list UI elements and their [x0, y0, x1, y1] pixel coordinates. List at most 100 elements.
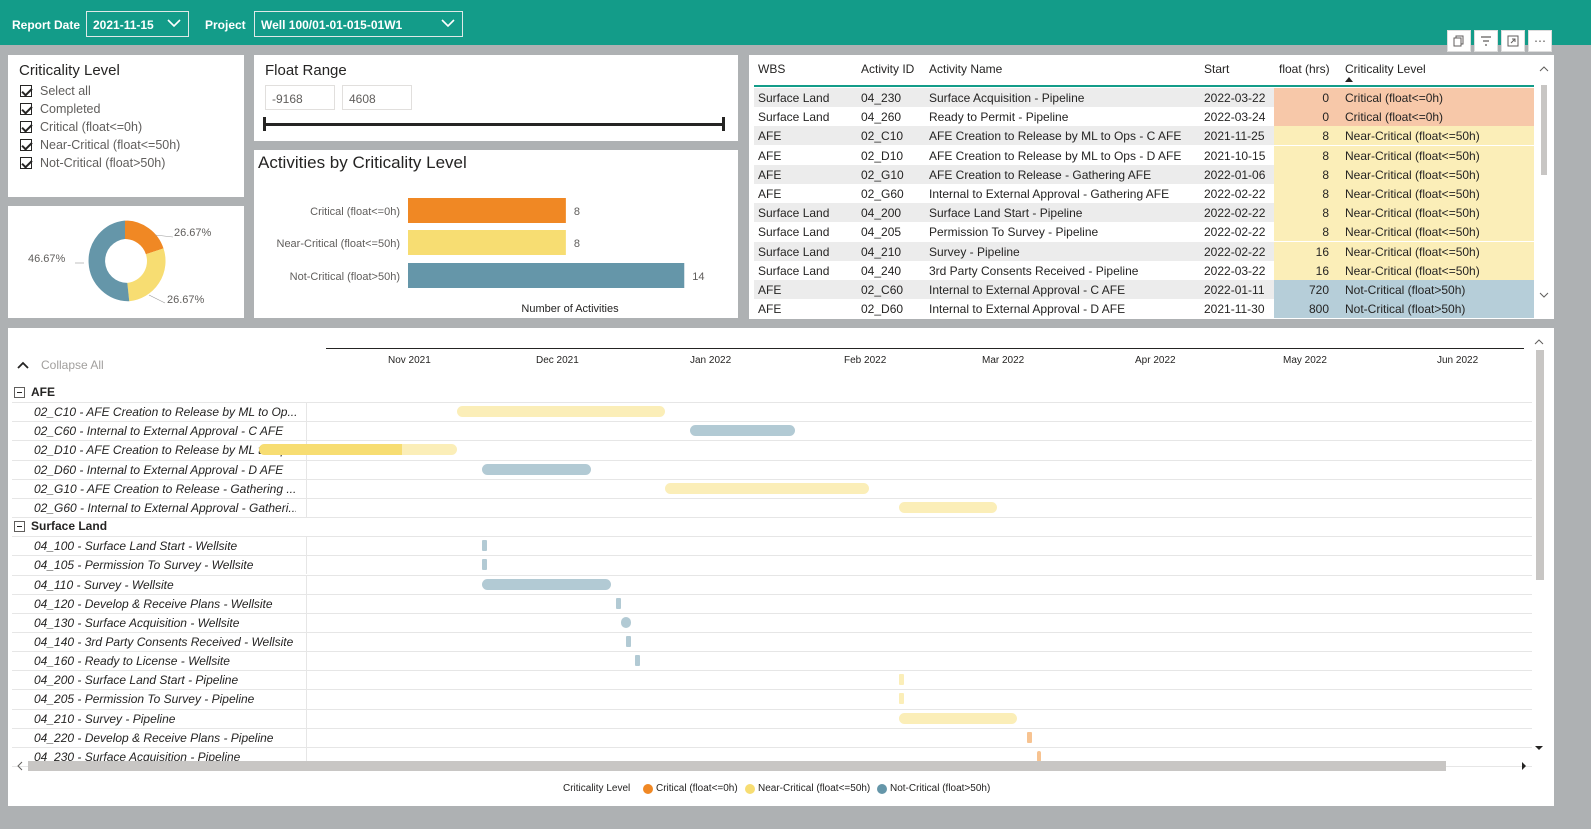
- scroll-up-icon[interactable]: [1539, 65, 1549, 73]
- slicer-option-not-critical[interactable]: Not-Critical (float>50h): [20, 154, 165, 172]
- cell-wbs: Surface Land: [758, 244, 830, 259]
- donut-label-critical: 26.67%: [174, 227, 212, 239]
- scroll-up-icon[interactable]: [1534, 338, 1544, 346]
- table-row[interactable]: Surface Land 04_200 Surface Land Start - P…: [754, 203, 1534, 223]
- project-value: Well 100/01-01-015-01W1: [261, 18, 403, 32]
- cell-criticality: Near-Critical (float<=50h): [1345, 263, 1480, 278]
- table-row[interactable]: AFE 02_C10 AFE Creation to Release by ML t…: [754, 126, 1534, 146]
- slicer-option-near-critical[interactable]: Near-Critical (float<=50h): [20, 136, 180, 154]
- cell-activity-name: AFE Creation to Release by ML to Ops - C…: [929, 129, 1182, 144]
- report-date-dropdown[interactable]: 2021-11-15: [86, 11, 189, 37]
- donut-slice-critical[interactable]: [125, 220, 164, 255]
- cell-float: 8: [1322, 167, 1329, 182]
- more-options-icon[interactable]: ⋯: [1528, 30, 1552, 52]
- criticality-slicer: Criticality Level Select all Completed C…: [8, 55, 244, 197]
- project-dropdown[interactable]: Well 100/01-01-015-01W1: [254, 11, 463, 37]
- cell-start: 2022-02-22: [1204, 206, 1266, 221]
- col-header-criticality[interactable]: Criticality Level: [1345, 62, 1426, 76]
- range-slider-track[interactable]: [265, 123, 725, 126]
- gantt-horizontal-scrollbar[interactable]: [12, 760, 1532, 772]
- legend-title: Criticality Level: [563, 783, 631, 794]
- table-scrollbar[interactable]: [1539, 65, 1549, 305]
- legend-item-not-critical[interactable]: Not-Critical (float>50h): [877, 783, 990, 794]
- table-row[interactable]: AFE 02_D60 Internal to External Approval -…: [754, 299, 1534, 319]
- donut-slice-near-critical[interactable]: [127, 248, 167, 302]
- slicer-option-critical[interactable]: Critical (float<=0h): [20, 118, 142, 136]
- scroll-down-icon[interactable]: [1534, 744, 1544, 752]
- collapse-group-icon[interactable]: [14, 520, 25, 532]
- chevron-up-icon: [17, 361, 29, 369]
- collapse-group-icon[interactable]: [14, 386, 25, 398]
- cell-activity-id: 04_205: [861, 225, 902, 240]
- filter-icon[interactable]: [1474, 30, 1498, 52]
- legend-label: Critical (float<=0h): [656, 783, 738, 794]
- legend-item-near-critical[interactable]: Near-Critical (float<=50h): [745, 783, 870, 794]
- month-label: Apr 2022: [1135, 355, 1176, 366]
- table-row[interactable]: AFE 02_C60 Internal to External Approval -…: [754, 280, 1534, 299]
- criticality-cells: 16 Near-Critical (float<=50h): [1274, 241, 1534, 261]
- v-scroll-thumb[interactable]: [1536, 350, 1544, 580]
- cell-wbs: Surface Land: [758, 206, 830, 221]
- donut-chart: 26.67% 26.67% 46.67%: [28, 219, 212, 306]
- table-row[interactable]: Surface Land 04_230 Surface Acquisition - …: [754, 88, 1534, 107]
- slicer-option-select-all[interactable]: Select all: [20, 82, 91, 100]
- col-header-activity-id[interactable]: Activity ID: [861, 62, 915, 76]
- gantt-group-header[interactable]: Surface Land: [14, 519, 107, 533]
- cell-float: 0: [1322, 110, 1329, 125]
- focus-mode-icon[interactable]: [1501, 30, 1525, 52]
- collapse-all-button[interactable]: Collapse All: [17, 358, 104, 372]
- cell-start: 2022-02-22: [1204, 225, 1266, 240]
- col-header-float[interactable]: float (hrs): [1279, 62, 1330, 76]
- cell-float: 8: [1322, 129, 1329, 144]
- col-header-start[interactable]: Start: [1204, 62, 1230, 76]
- col-header-wbs[interactable]: WBS: [758, 62, 786, 76]
- bar-1[interactable]: [408, 230, 566, 255]
- criticality-cells: 16 Near-Critical (float<=50h): [1274, 260, 1534, 280]
- category-label: Near-Critical (float<=50h): [277, 238, 401, 250]
- bar-0[interactable]: [408, 198, 566, 223]
- checkbox-checked-icon: [20, 121, 32, 133]
- slicer-option-completed[interactable]: Completed: [20, 100, 100, 118]
- range-slider-handle-max[interactable]: [722, 117, 725, 131]
- cell-criticality: Near-Critical (float<=50h): [1345, 225, 1480, 240]
- month-label: May 2022: [1283, 355, 1327, 366]
- gantt-vertical-scrollbar[interactable]: [1534, 338, 1546, 758]
- cell-float: 720: [1308, 283, 1329, 297]
- table-row[interactable]: Surface Land 04_240 3rd Party Consents Rec…: [754, 260, 1534, 280]
- gantt-group-header[interactable]: AFE: [14, 385, 55, 399]
- bar-2[interactable]: [408, 263, 685, 288]
- col-header-activity-name[interactable]: Activity Name: [929, 62, 1003, 76]
- activities-bar-chart-card: Activities by Criticality Level Critical…: [254, 150, 738, 318]
- cell-criticality: Near-Critical (float<=50h): [1345, 129, 1480, 144]
- cell-float: 8: [1322, 225, 1329, 240]
- table-scroll-thumb[interactable]: [1541, 85, 1547, 175]
- range-slider-handle-min[interactable]: [263, 117, 266, 131]
- table-row[interactable]: AFE 02_G60 Internal to External Approval -…: [754, 184, 1534, 203]
- table-row[interactable]: AFE 02_D10 AFE Creation to Release by ML t…: [754, 145, 1534, 165]
- table-row[interactable]: Surface Land 04_210 Survey - Pipeline 2022-…: [754, 241, 1534, 261]
- option-label: Select all: [40, 84, 91, 98]
- cell-start: 2022-03-22: [1204, 91, 1266, 105]
- float-range-slicer: Float Range -9168 4608: [254, 55, 738, 141]
- scroll-right-icon[interactable]: [1520, 761, 1528, 771]
- checkbox-checked-icon: [20, 85, 32, 97]
- h-scroll-thumb[interactable]: [28, 761, 1446, 771]
- legend-item-critical[interactable]: Critical (float<=0h): [643, 783, 738, 794]
- cell-start: 2022-02-22: [1204, 244, 1266, 259]
- table-row[interactable]: Surface Land 04_260 Ready to Permit - Pipe…: [754, 107, 1534, 127]
- float-min-input[interactable]: -9168: [265, 85, 335, 110]
- cell-activity-name: Internal to External Approval - C AFE: [929, 283, 1126, 297]
- copy-icon[interactable]: [1447, 30, 1471, 52]
- cell-wbs: Surface Land: [758, 263, 830, 278]
- checkbox-checked-icon: [20, 139, 32, 151]
- sort-ascending-icon[interactable]: [1345, 76, 1353, 82]
- cell-start: 2022-02-22: [1204, 187, 1266, 201]
- scroll-down-icon[interactable]: [1539, 291, 1549, 299]
- cell-activity-name: AFE Creation to Release - Gathering AFE: [929, 167, 1152, 182]
- table-row[interactable]: AFE 02_G10 AFE Creation to Release - Gathe…: [754, 164, 1534, 184]
- float-max-input[interactable]: 4608: [342, 85, 412, 110]
- donut-slice-not-critical[interactable]: [88, 220, 130, 302]
- table-row[interactable]: Surface Land 04_205 Permission To Survey -…: [754, 222, 1534, 242]
- scroll-left-icon[interactable]: [16, 761, 24, 771]
- collapse-all-label: Collapse All: [41, 358, 104, 372]
